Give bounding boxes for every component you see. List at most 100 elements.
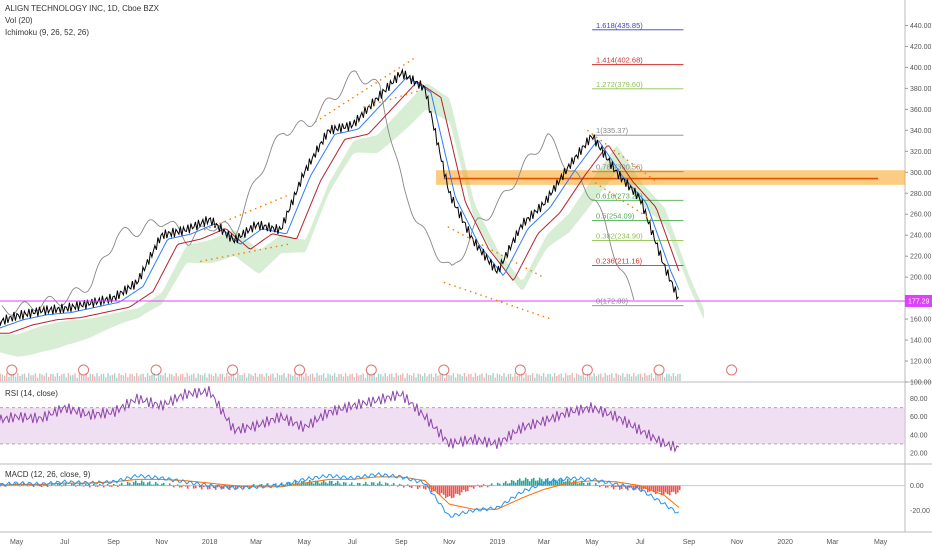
- macd-histogram-bar: [386, 483, 389, 486]
- volume-bar: [428, 374, 430, 381]
- volume-bar: [151, 374, 153, 381]
- volume-bar: [463, 373, 466, 381]
- volume-bar: [461, 376, 463, 381]
- macd-histogram-bar: [276, 485, 279, 487]
- volume-bar: [270, 374, 272, 381]
- volume-bar: [124, 373, 127, 381]
- volume-bar: [283, 373, 285, 381]
- macd-histogram-bar: [362, 484, 365, 486]
- macd-histogram-bar: [116, 485, 119, 487]
- macd-histogram-bar: [348, 484, 351, 486]
- macd-histogram-bar: [306, 482, 309, 486]
- macd-histogram-bar: [416, 485, 419, 490]
- trend-line: [594, 182, 652, 221]
- volume-bar: [650, 373, 653, 381]
- volume-bar: [448, 374, 450, 381]
- volume-bar: [364, 377, 367, 381]
- volume-bar: [663, 377, 666, 381]
- macd-histogram-bar: [258, 484, 261, 486]
- macd-histogram-bar: [162, 482, 165, 486]
- earnings-marker: [78, 364, 90, 376]
- volume-bar: [624, 377, 626, 381]
- macd-histogram-bar: [368, 485, 371, 486]
- volume-bar: [256, 376, 259, 381]
- macd-histogram-bar: [598, 485, 601, 488]
- volume-bar: [666, 373, 668, 381]
- volume-bar: [129, 373, 131, 381]
- fib-label: 1.414(402.68): [596, 56, 643, 65]
- grid: [0, 0, 932, 533]
- volume-bar: [628, 374, 631, 381]
- fib-label: 1(335.37): [596, 126, 629, 135]
- trend-line: [200, 242, 292, 263]
- volume-bar: [78, 373, 81, 381]
- volume-bar: [435, 373, 437, 381]
- volume-bar: [487, 375, 490, 381]
- volume-bar: [404, 377, 406, 381]
- volume-bar: [182, 373, 184, 381]
- macd-histogram-bar: [58, 483, 61, 486]
- volume-bar: [10, 373, 12, 381]
- macd-histogram-bar: [566, 478, 569, 486]
- volume-bar: [386, 376, 389, 381]
- macd-histogram-bar: [510, 479, 513, 486]
- volume-bar: [492, 373, 494, 381]
- volume-bar: [586, 373, 589, 381]
- volume-bar: [556, 375, 558, 381]
- volume-bar: [58, 376, 61, 381]
- macd-histogram-bar: [328, 480, 331, 486]
- volume-bar: [215, 373, 217, 381]
- volume-bar: [175, 373, 177, 381]
- volume-bar: [476, 375, 479, 381]
- volume-bar: [399, 374, 402, 381]
- volume-bar: [591, 376, 593, 381]
- volume-bar: [641, 377, 644, 381]
- macd-histogram-bar: [586, 482, 589, 486]
- macd-histogram-bar: [356, 482, 359, 486]
- volume-bar: [507, 373, 510, 381]
- macd-histogram-bar: [62, 484, 65, 486]
- macd-histogram-bar: [242, 485, 245, 489]
- volume-bar: [661, 373, 664, 381]
- macd-histogram-bar: [578, 483, 581, 486]
- volume-bar: [474, 373, 477, 381]
- volume-bar: [69, 375, 72, 381]
- macd-histogram-bar: [594, 482, 597, 486]
- macd-histogram-bar: [424, 485, 427, 490]
- macd-histogram-bar: [490, 483, 493, 486]
- macd-histogram-bar: [294, 481, 297, 486]
- macd-histogram-bar: [540, 479, 543, 486]
- volume-bar: [635, 376, 637, 381]
- volume-bar: [305, 373, 307, 381]
- volume-bar: [61, 374, 63, 381]
- volume-bar: [234, 377, 237, 381]
- volume-bar: [322, 373, 325, 381]
- volume-bar: [23, 373, 26, 381]
- macd-histogram-bar: [330, 481, 333, 486]
- volume-bar: [155, 377, 158, 381]
- macd-histogram-bar: [640, 485, 643, 492]
- macd-histogram-bar: [650, 485, 653, 490]
- macd-histogram-bar: [200, 485, 203, 490]
- macd-histogram-bar: [326, 483, 329, 486]
- volume-bar: [120, 374, 122, 381]
- macd-histogram-bar: [334, 482, 337, 486]
- macd-histogram-bar: [318, 483, 321, 486]
- volume-bar: [303, 376, 305, 381]
- macd-histogram-bar: [374, 484, 377, 486]
- macd-histogram-bar: [574, 480, 577, 486]
- volume-bar: [30, 375, 32, 381]
- macd-histogram-bar: [72, 484, 75, 486]
- rsi-panel: 80.00 60.00 40.00 20.00: [0, 386, 928, 457]
- macd-histogram-bar: [600, 484, 603, 486]
- volume-bar: [245, 377, 248, 381]
- volume-bar: [580, 375, 582, 381]
- rsi-tick-label: 80.00: [910, 396, 928, 403]
- macd-histogram-bar: [106, 483, 109, 486]
- volume-bar: [595, 376, 598, 381]
- volume-bar: [602, 377, 604, 381]
- volume-bar: [47, 376, 50, 381]
- volume-bar: [446, 373, 448, 381]
- volume-bar: [536, 373, 538, 381]
